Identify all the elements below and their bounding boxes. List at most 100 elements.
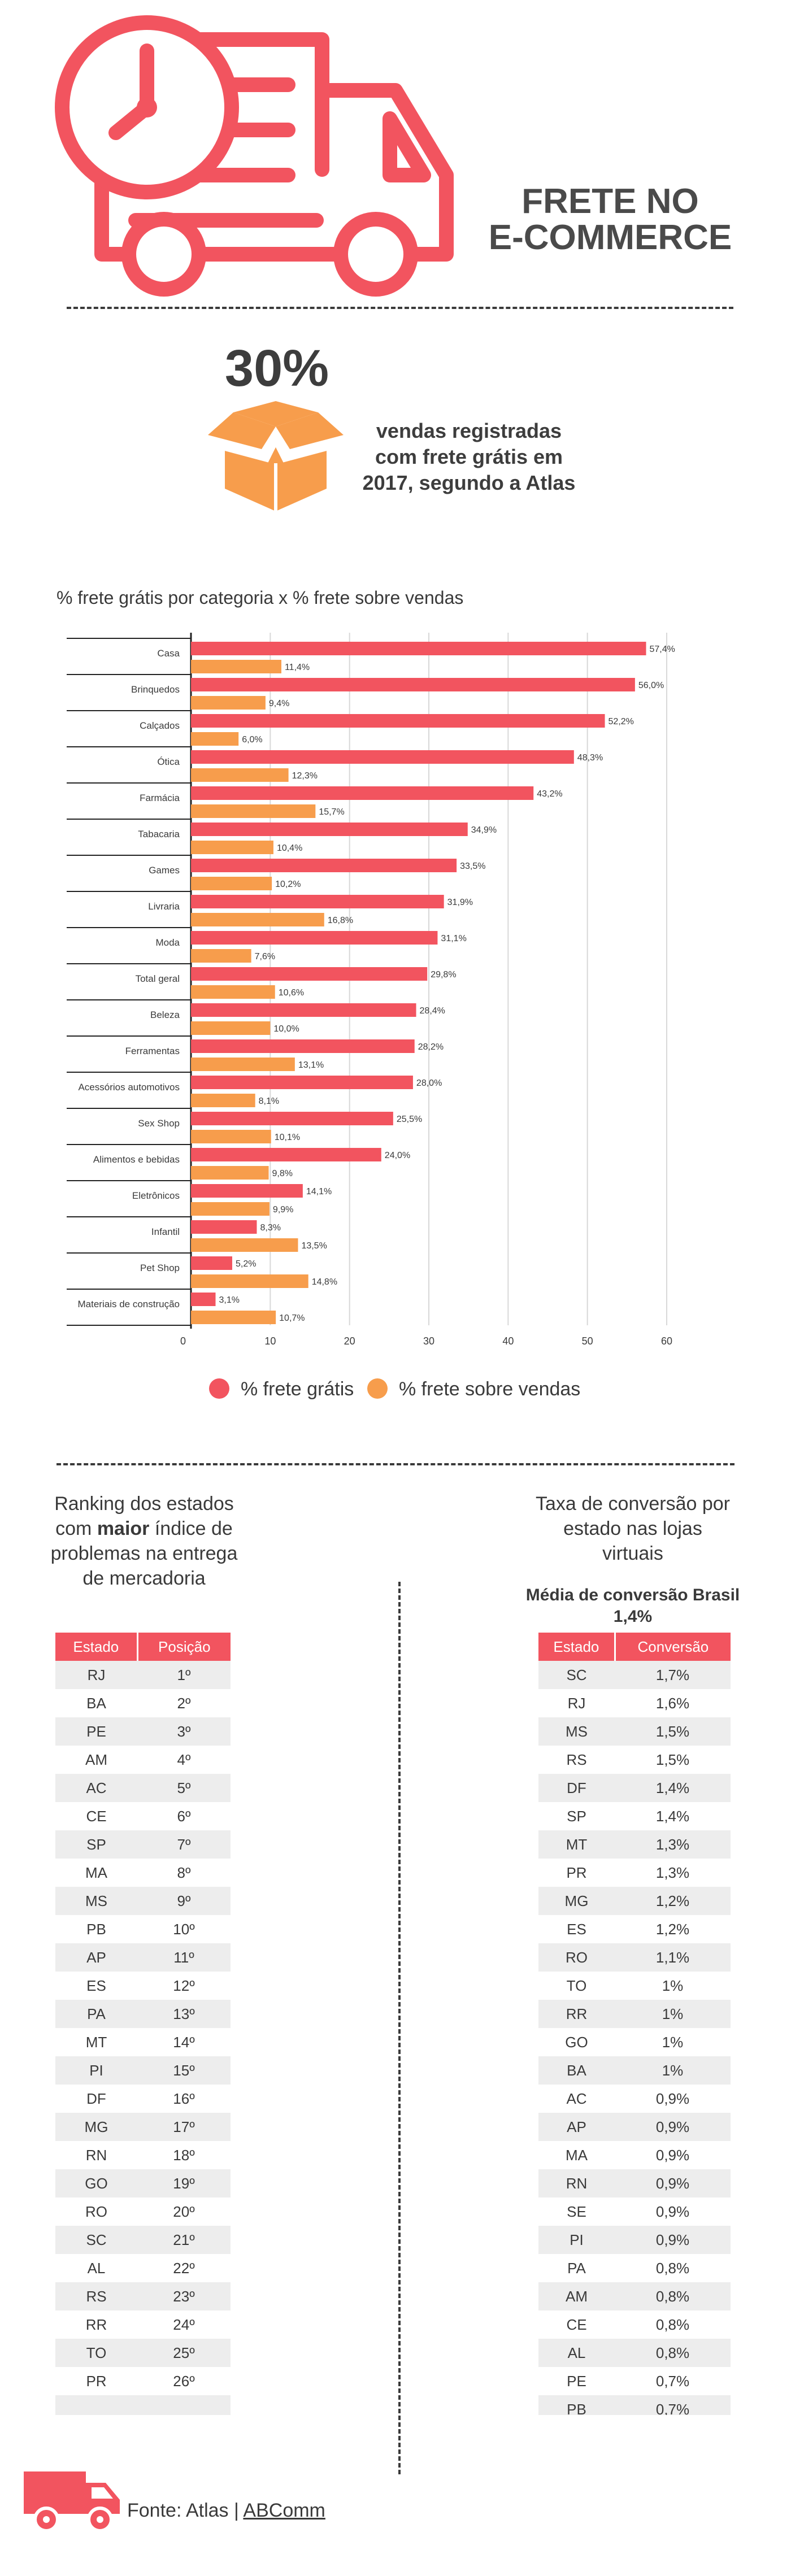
category-label: Ótica (157, 756, 180, 767)
bar (191, 823, 468, 836)
category-label: Total geral (136, 973, 180, 984)
conversion-cell: 0,9% (655, 2231, 690, 2248)
ranking-cell: SC (86, 2231, 107, 2248)
conversion-cell: 1,1% (655, 1948, 690, 1966)
stat-description: vendas registradas com frete grátis em 2… (345, 418, 593, 496)
legend-label: % frete grátis (241, 1378, 354, 1400)
data-label: 31,1% (441, 934, 466, 943)
bar (191, 768, 289, 782)
ranking-table: Estado Posição RJ 1º BA 2º PE 3º AM 4º AC 5º CE 6º SP 7… (55, 1633, 231, 2415)
conversion-cell: PI (570, 2231, 584, 2248)
table-row: PB 0,7% (538, 2395, 731, 2415)
data-label: 43,2% (537, 789, 562, 799)
bar (191, 949, 251, 963)
conversion-title-line3: virtuais (602, 1543, 663, 1564)
data-label: 29,8% (431, 970, 456, 980)
bar (191, 841, 273, 854)
table-row: RJ 1,6% (538, 1689, 731, 1717)
ranking-cell: RJ (87, 1666, 106, 1683)
conversion-cell: TO (566, 1977, 587, 1994)
conversion-cell: 0,9% (655, 2146, 690, 2164)
ranking-cell: 7º (177, 1835, 191, 1853)
bar (191, 1112, 393, 1125)
table-row: RR 24º (55, 2310, 231, 2339)
table-row: SE 0,9% (538, 2198, 731, 2226)
bar (191, 1274, 308, 1288)
section-divider (67, 307, 733, 309)
table-row: AC 5º (55, 1774, 231, 1802)
x-tick-label: 30 (423, 1335, 434, 1347)
table-body: RJ 1º BA 2º PE 3º AM 4º AC 5º CE 6º SP 7º MA 8º MS 9º PB 10… (55, 1661, 231, 2415)
data-label: 28,2% (418, 1042, 444, 1052)
x-tick-label: 0 (180, 1335, 186, 1347)
conversion-cell: CE (566, 2316, 587, 2333)
column-header: Conversão (614, 1633, 731, 1661)
category-label: Acessórios automotivos (78, 1082, 180, 1093)
x-tick-label: 20 (344, 1335, 355, 1347)
bar (191, 1039, 415, 1053)
table-row: RS 23º (55, 2282, 231, 2310)
conversion-cell: ES (567, 1920, 586, 1938)
conversion-cell: RJ (567, 1694, 586, 1712)
conversion-cell: 1,2% (655, 1920, 690, 1938)
conversion-title: Taxa de conversão por estado nas lojas v… (520, 1491, 746, 1566)
bar (191, 967, 428, 981)
conversion-cell: AC (566, 2090, 587, 2107)
ranking-cell: 6º (177, 1807, 191, 1825)
table-row: ES 1,2% (538, 1915, 731, 1943)
conversion-cell: RN (566, 2174, 588, 2192)
conversion-cell: PE (567, 2372, 586, 2390)
data-label: 9,4% (269, 699, 289, 708)
conversion-cell: PB (567, 2400, 586, 2416)
table-row: BA 1% (538, 2056, 731, 2085)
category-label: Materiais de construção (78, 1299, 180, 1309)
table-row: CE 0,8% (538, 2310, 731, 2339)
data-label: 10,1% (275, 1133, 300, 1142)
legend-label: % frete sobre vendas (399, 1378, 581, 1400)
conversion-cell: 1,2% (655, 1892, 690, 1909)
conversion-cell: 1% (662, 2061, 684, 2079)
source-link[interactable]: ABComm (243, 2500, 325, 2521)
bar (191, 660, 281, 673)
data-label: 13,1% (298, 1060, 324, 1070)
conversion-cell: AL (567, 2344, 586, 2361)
table-body: SC 1,7% RJ 1,6% MS 1,5% RS 1,5% DF 1,4% SP 1,4% MT 1,… (538, 1661, 731, 2415)
data-label: 10,2% (275, 880, 301, 889)
bar (191, 750, 574, 764)
legend-item-free-shipping: % frete grátis (209, 1378, 354, 1400)
ranking-cell: PA (87, 2005, 106, 2022)
data-label: 10,4% (277, 843, 302, 853)
column-header: Estado (538, 1633, 614, 1661)
table-row: PR 1,3% (538, 1859, 731, 1887)
column-header: Estado (55, 1633, 137, 1661)
table-row: RN 18º (55, 2141, 231, 2169)
category-label: Beleza (150, 1009, 180, 1020)
data-label: 25,5% (397, 1115, 422, 1124)
table-row: MG 17º (55, 2113, 231, 2141)
conversion-cell: MG (564, 1892, 589, 1909)
conversion-cell: 1,4% (655, 1779, 690, 1796)
table-row: MG 1,2% (538, 1887, 731, 1915)
ranking-cell: PR (86, 2372, 107, 2390)
category-label: Casa (157, 648, 180, 659)
ranking-cell: PE (86, 1722, 106, 1740)
table-row: SC 1,7% (538, 1661, 731, 1689)
table-header: Estado Posição (55, 1633, 231, 1661)
ranking-cell: 1º (177, 1666, 191, 1683)
bar (191, 642, 646, 655)
table-row: PB 10º (55, 1915, 231, 1943)
table-row: AM 4º (55, 1746, 231, 1774)
column-header: Posição (136, 1633, 231, 1661)
bar (191, 1058, 295, 1071)
ranking-cell: MG (84, 2118, 108, 2135)
data-label: 56,0% (638, 681, 664, 690)
conversion-title-line2: estado nas lojas (563, 1518, 702, 1539)
conversion-cell: 0,9% (655, 2090, 690, 2107)
bar (191, 714, 605, 728)
table-row: ES 12º (55, 1972, 231, 2000)
conversion-cell: AM (566, 2287, 588, 2305)
conversion-cell: PA (567, 2259, 586, 2277)
ranking-cell: SP (86, 1835, 106, 1853)
category-label: Brinquedos (131, 684, 180, 695)
ranking-cell: 8º (177, 1864, 191, 1881)
